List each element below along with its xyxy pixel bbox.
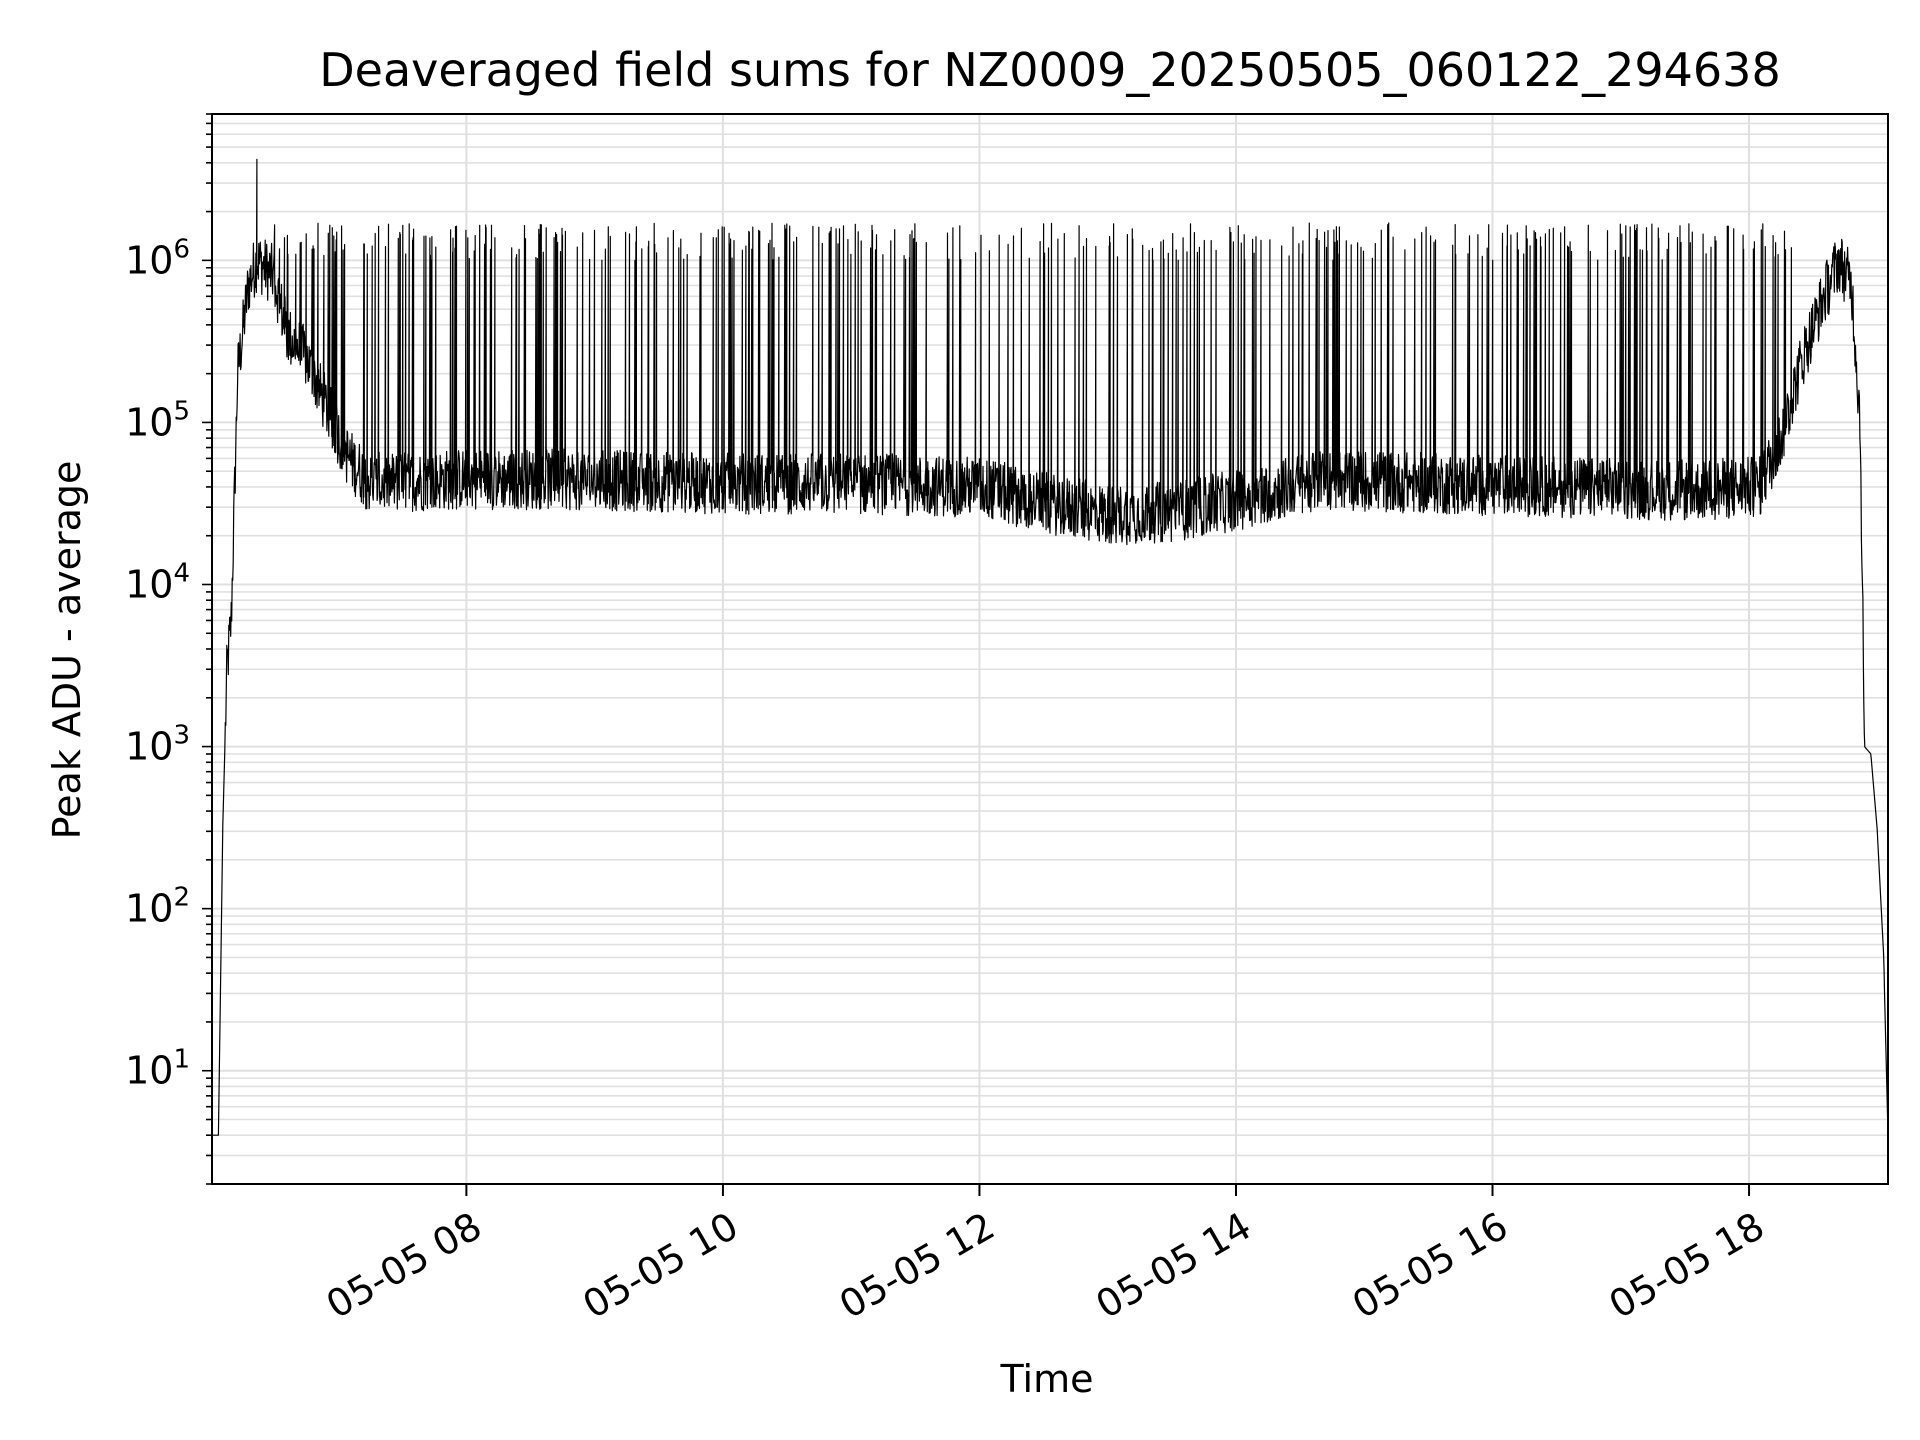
y-tick-label: 105 [125, 396, 190, 444]
y-tick-label: 101 [125, 1045, 190, 1093]
series-line [211, 158, 1889, 1136]
y-tick-label: 103 [125, 721, 190, 769]
y-axis-label: Peak ADU - average [45, 461, 89, 840]
y-tick-label: 106 [125, 234, 190, 282]
grid [212, 113, 1888, 1185]
chart-title: Deaveraged field sums for NZ0009_2025050… [319, 43, 1780, 97]
y-tick-label: 104 [125, 559, 190, 607]
y-tick-label: 102 [125, 883, 190, 931]
plot-data [211, 158, 1889, 1136]
x-axis-label: Time [1000, 1357, 1094, 1401]
